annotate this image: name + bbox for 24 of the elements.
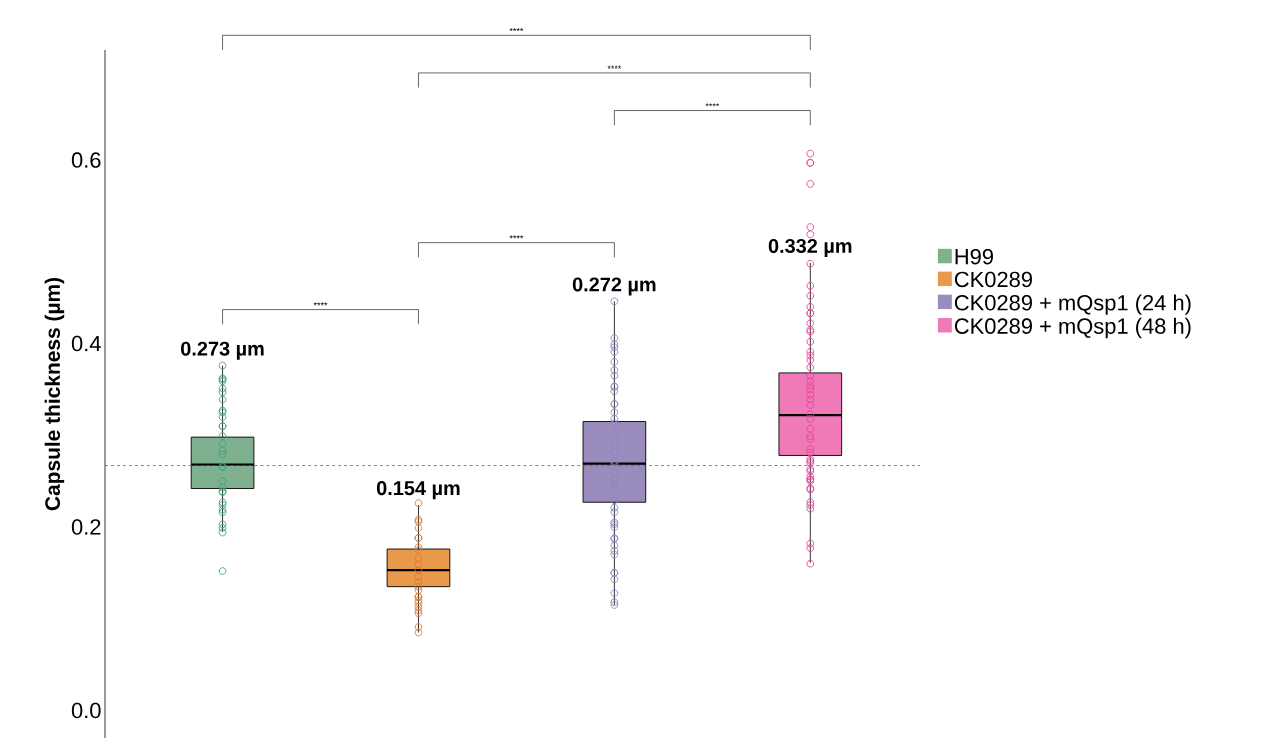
- legend-label: H99: [955, 248, 993, 265]
- text: ****: [509, 27, 524, 32]
- text: 0.273 µm: [181, 341, 264, 360]
- text: 0.272 µm: [572, 277, 656, 296]
- text: 0.154 µm: [376, 481, 460, 500]
- annotation: ****: [313, 302, 328, 306]
- annotation: ****: [705, 103, 720, 107]
- y-axis-title: Capsule thickness (µm): [44, 278, 65, 511]
- y-tick-label: 0.0: [71, 702, 101, 719]
- y-tick-label: 0.4: [71, 335, 101, 352]
- point: [806, 498, 815, 507]
- y-tick-label: 0.2: [71, 519, 101, 535]
- y-tick-label: 0.6: [71, 152, 101, 168]
- annotation: ****: [607, 65, 622, 69]
- point: [806, 501, 815, 509]
- annotation: ****: [509, 235, 524, 239]
- legend-label: CK0289: [954, 271, 1032, 288]
- legend-label: CK0289 + mQsp1 (24 h): [954, 294, 1191, 315]
- legend-label: CK0289 + mQsp1 (48 h): [954, 317, 1191, 339]
- text: 0.332 µm: [768, 238, 852, 257]
- point: [806, 559, 815, 568]
- point: [806, 544, 815, 552]
- point: [610, 598, 619, 607]
- point: [806, 539, 815, 548]
